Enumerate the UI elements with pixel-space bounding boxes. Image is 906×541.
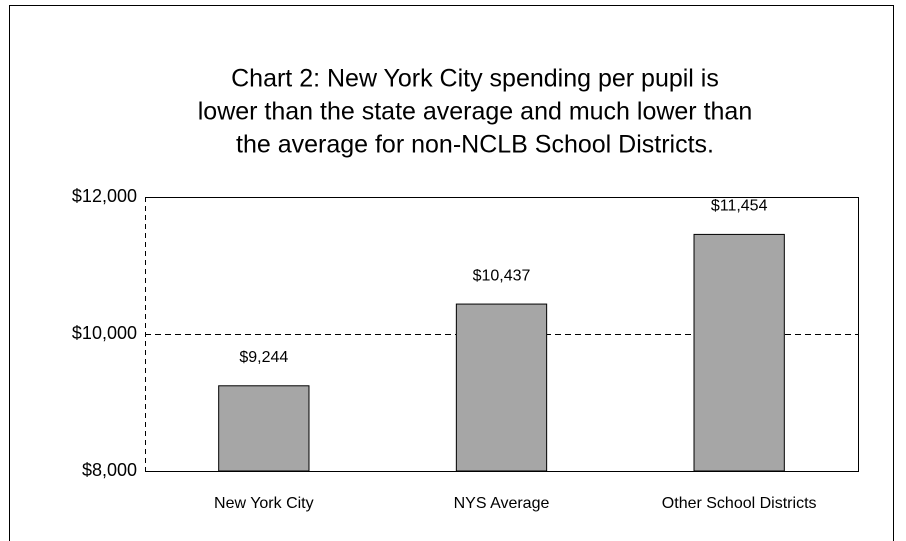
data-label: $11,454 [711,198,768,215]
chart-title: the average for non-NCLB School District… [236,131,714,159]
x-tick-label: NYS Average [454,495,550,512]
bar [455,303,548,472]
y-tick-label: $12,000 [72,186,137,206]
data-label: $10,437 [473,267,531,284]
chart-title: Chart 2: New York City spending per pupi… [231,65,719,93]
data-label: $9,244 [239,349,288,366]
plot-border [145,197,859,472]
chart-border [9,5,894,541]
chart-title: lower than the state average and much lo… [198,98,753,126]
bar [218,385,310,472]
x-tick-label: Other School Districts [662,495,817,512]
y-tick-label: $8,000 [82,460,137,480]
bar [693,233,785,472]
x-tick-label: New York City [214,495,314,512]
y-tick-label: $10,000 [72,323,137,343]
